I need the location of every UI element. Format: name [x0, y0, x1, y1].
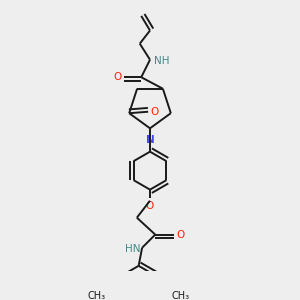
Text: O: O [113, 72, 122, 82]
Text: O: O [146, 201, 154, 211]
Text: CH₃: CH₃ [87, 291, 105, 300]
Text: NH: NH [154, 56, 169, 66]
Text: HN: HN [125, 244, 141, 254]
Text: N: N [146, 135, 154, 145]
Text: CH₃: CH₃ [172, 291, 190, 300]
Text: O: O [177, 230, 185, 240]
Text: O: O [151, 107, 159, 117]
